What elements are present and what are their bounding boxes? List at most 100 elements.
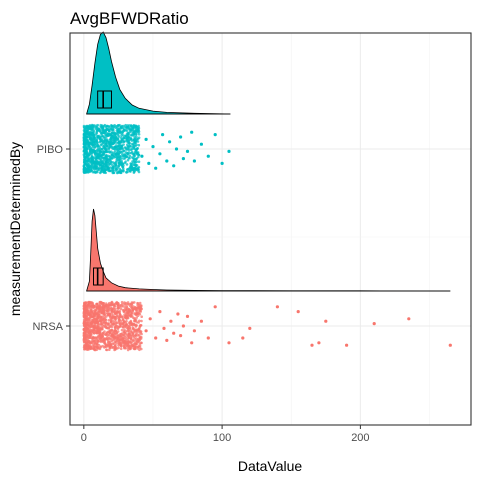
jitter-point-pibo <box>130 142 134 146</box>
jitter-point-pibo <box>123 161 127 165</box>
jitter-point-nrsa <box>107 309 111 312</box>
jitter-point-nrsa <box>123 340 126 344</box>
outlier-point-nrsa <box>296 310 300 314</box>
jitter-point-pibo <box>95 150 98 153</box>
jitter-point-nrsa <box>132 323 136 326</box>
jitter-point-nrsa <box>83 301 86 305</box>
jitter-point-pibo <box>85 155 88 158</box>
jitter-point-nrsa <box>85 348 89 351</box>
jitter-point-nrsa <box>129 323 133 327</box>
jitter-point-nrsa <box>140 307 143 311</box>
outlier-point-nrsa <box>192 329 196 333</box>
outlier-point-pibo <box>181 157 185 161</box>
jitter-point-pibo <box>103 123 107 127</box>
jitter-point-pibo <box>120 157 123 160</box>
jitter-point-pibo <box>88 124 92 127</box>
jitter-point-pibo <box>108 143 111 146</box>
jitter-point-pibo <box>86 167 90 171</box>
jitter-point-nrsa <box>133 307 136 311</box>
jitter-point-pibo <box>85 148 88 152</box>
jitter-point-pibo <box>108 162 112 166</box>
jitter-point-pibo <box>106 160 110 163</box>
jitter-point-nrsa <box>98 326 101 329</box>
jitter-point-nrsa <box>116 314 119 318</box>
jitter-point-nrsa <box>98 304 101 308</box>
jitter-point-pibo <box>84 159 87 162</box>
outlier-point-pibo <box>190 130 194 134</box>
jitter-point-pibo <box>129 124 133 127</box>
jitter-point-pibo <box>91 145 94 149</box>
jitter-point-pibo <box>116 129 120 132</box>
jitter-point-nrsa <box>85 311 88 315</box>
jitter-point-nrsa <box>96 308 100 311</box>
jitter-point-pibo <box>82 145 86 149</box>
jitter-point-pibo <box>99 160 103 164</box>
jitter-point-nrsa <box>119 303 123 307</box>
jitter-point-pibo <box>90 164 94 168</box>
jitter-point-pibo <box>104 133 108 137</box>
jitter-point-pibo <box>82 168 86 171</box>
jitter-point-nrsa <box>104 308 107 311</box>
jitter-point-pibo <box>111 164 114 167</box>
jitter-point-pibo <box>126 143 129 146</box>
jitter-point-nrsa <box>115 339 118 342</box>
jitter-point-pibo <box>129 162 132 165</box>
jitter-point-pibo <box>120 147 124 150</box>
jitter-point-nrsa <box>109 319 113 322</box>
jitter-point-pibo <box>90 153 93 156</box>
jitter-point-pibo <box>117 170 120 173</box>
jitter-point-pibo <box>126 158 130 162</box>
jitter-point-nrsa <box>125 323 128 326</box>
jitter-point-nrsa <box>88 312 91 315</box>
jitter-point-nrsa <box>90 328 94 332</box>
jitter-point-pibo <box>137 136 141 139</box>
jitter-point-nrsa <box>133 301 136 304</box>
jitter-point-pibo <box>108 151 111 154</box>
outlier-point-nrsa <box>310 343 314 347</box>
jitter-point-nrsa <box>123 346 127 350</box>
jitter-point-pibo <box>103 168 107 171</box>
jitter-point-nrsa <box>111 315 115 319</box>
jitter-point-nrsa <box>124 308 128 312</box>
outlier-point-pibo <box>185 149 190 153</box>
jitter-point-pibo <box>100 132 103 136</box>
jitter-point-nrsa <box>122 323 126 327</box>
jitter-point-nrsa <box>92 347 96 351</box>
jitter-point-pibo <box>116 167 119 170</box>
jitter-point-nrsa <box>100 310 104 313</box>
outlier-point-nrsa <box>407 317 411 321</box>
jitter-point-nrsa <box>96 331 100 335</box>
jitter-point-pibo <box>110 142 114 146</box>
jitter-point-pibo <box>109 155 112 159</box>
jitter-point-nrsa <box>105 337 108 340</box>
jitter-point-pibo <box>96 162 99 166</box>
jitter-point-pibo <box>98 168 101 172</box>
jitter-point-nrsa <box>90 330 94 334</box>
jitter-point-pibo <box>137 143 141 147</box>
jitter-point-nrsa <box>140 341 143 345</box>
jitter-point-pibo <box>104 125 108 129</box>
jitter-point-nrsa <box>120 328 124 332</box>
jitter-point-nrsa <box>135 316 138 319</box>
jitter-point-pibo <box>115 145 118 149</box>
jitter-point-nrsa <box>91 318 95 322</box>
jitter-point-pibo <box>96 135 100 138</box>
jitter-point-nrsa <box>82 312 86 315</box>
jitter-point-nrsa <box>105 331 109 335</box>
jitter-point-pibo <box>95 165 99 168</box>
jitter-point-nrsa <box>101 303 104 307</box>
jitter-point-pibo <box>128 145 131 148</box>
jitter-point-pibo <box>131 125 135 129</box>
jitter-point-pibo <box>128 138 132 141</box>
jitter-point-nrsa <box>99 320 103 324</box>
jitter-point-pibo <box>88 145 92 148</box>
jitter-point-pibo <box>83 136 87 139</box>
jitter-point-nrsa <box>109 329 112 333</box>
jitter-point-pibo <box>134 126 138 129</box>
outlier-point-nrsa <box>275 305 279 309</box>
jitter-point-pibo <box>112 141 116 145</box>
outlier-point-nrsa <box>185 314 190 318</box>
jitter-point-nrsa <box>100 339 103 343</box>
jitter-point-nrsa <box>130 341 133 344</box>
jitter-point-nrsa <box>140 315 143 319</box>
